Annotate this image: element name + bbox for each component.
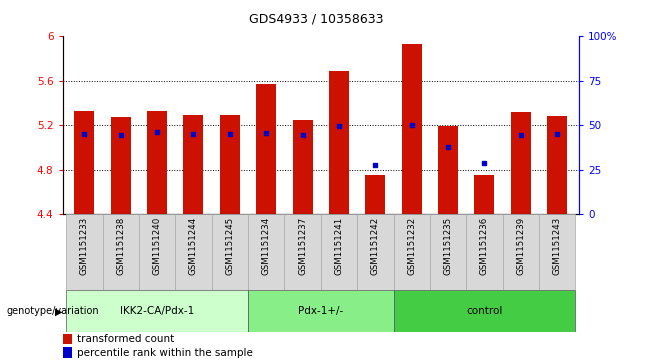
Bar: [474, 175, 494, 214]
Text: GSM1151243: GSM1151243: [553, 216, 562, 275]
Bar: [511, 112, 531, 214]
Text: GSM1151233: GSM1151233: [80, 216, 89, 275]
Text: genotype/variation: genotype/variation: [7, 306, 99, 316]
Text: GSM1151236: GSM1151236: [480, 216, 489, 275]
Text: GSM1151235: GSM1151235: [443, 216, 453, 275]
Text: percentile rank within the sample: percentile rank within the sample: [77, 347, 253, 358]
Bar: [63, 334, 72, 344]
Text: ▶: ▶: [55, 306, 62, 316]
Text: GSM1151239: GSM1151239: [517, 216, 525, 274]
Bar: [111, 118, 131, 214]
Bar: [66, 290, 248, 332]
Text: GSM1151241: GSM1151241: [334, 216, 343, 275]
Bar: [220, 115, 240, 214]
Text: GSM1151244: GSM1151244: [189, 216, 198, 275]
Bar: [139, 214, 175, 290]
Bar: [365, 175, 386, 214]
Text: GSM1151240: GSM1151240: [153, 216, 162, 275]
Bar: [402, 44, 422, 214]
Text: IKK2-CA/Pdx-1: IKK2-CA/Pdx-1: [120, 306, 194, 316]
Bar: [467, 214, 503, 290]
Bar: [393, 214, 430, 290]
Bar: [212, 214, 248, 290]
Bar: [103, 214, 139, 290]
Bar: [248, 290, 393, 332]
Bar: [74, 111, 94, 214]
Text: GSM1151242: GSM1151242: [371, 216, 380, 275]
Text: GSM1151232: GSM1151232: [407, 216, 417, 275]
Text: GSM1151245: GSM1151245: [225, 216, 234, 275]
Text: transformed count: transformed count: [77, 334, 174, 344]
Bar: [329, 71, 349, 214]
Bar: [175, 214, 212, 290]
Bar: [293, 120, 313, 214]
Bar: [147, 111, 167, 214]
Bar: [63, 347, 72, 358]
Bar: [547, 117, 567, 214]
Text: Pdx-1+/-: Pdx-1+/-: [298, 306, 343, 316]
Text: GDS4933 / 10358633: GDS4933 / 10358633: [249, 13, 383, 26]
Bar: [66, 214, 103, 290]
Text: GSM1151238: GSM1151238: [116, 216, 125, 275]
Bar: [438, 126, 458, 214]
Bar: [393, 290, 575, 332]
Bar: [256, 84, 276, 214]
Bar: [357, 214, 393, 290]
Bar: [539, 214, 575, 290]
Text: GSM1151234: GSM1151234: [262, 216, 270, 275]
Bar: [503, 214, 539, 290]
Bar: [184, 115, 203, 214]
Text: control: control: [467, 306, 503, 316]
Bar: [321, 214, 357, 290]
Text: GSM1151237: GSM1151237: [298, 216, 307, 275]
Bar: [430, 214, 467, 290]
Bar: [284, 214, 321, 290]
Bar: [248, 214, 284, 290]
